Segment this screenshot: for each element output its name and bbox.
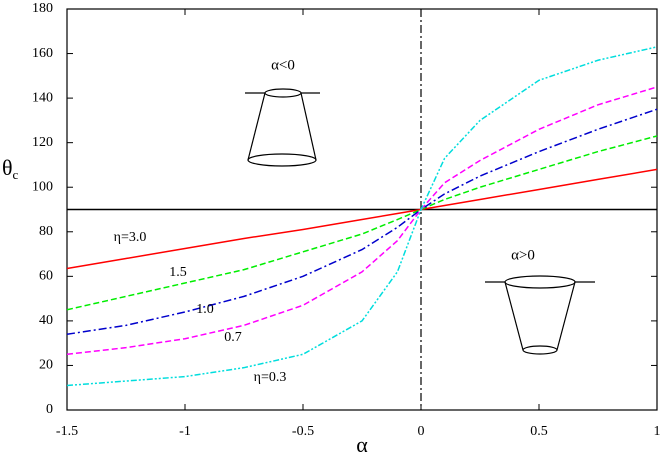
x-tick-label: 0 xyxy=(418,424,425,439)
annotation: α<0 xyxy=(271,57,295,73)
y-tick-label: 180 xyxy=(32,1,53,16)
series-line xyxy=(66,46,658,387)
series-label: 0.7 xyxy=(224,330,242,345)
annotation: α>0 xyxy=(511,247,535,263)
y-tick-label: 0 xyxy=(46,402,53,417)
x-tick-label: 1 xyxy=(654,424,661,439)
series-label: 1.5 xyxy=(169,265,187,280)
y-axis-label-main: θ xyxy=(2,155,13,180)
cone-lower xyxy=(485,275,595,355)
y-tick-label: 60 xyxy=(39,269,53,284)
y-axis-label: θc xyxy=(2,155,19,182)
series-line xyxy=(66,86,658,356)
y-axis-label-sub: c xyxy=(13,167,19,182)
y-tick-label: 160 xyxy=(32,46,53,61)
x-axis-label: α xyxy=(356,432,368,457)
series-label: η=3.0 xyxy=(114,230,147,245)
y-tick-label: 40 xyxy=(39,313,53,328)
series-line xyxy=(66,168,658,270)
series-line xyxy=(66,108,658,335)
series-line xyxy=(66,135,658,311)
y-tick-label: 140 xyxy=(32,90,53,105)
x-tick-label: -1.5 xyxy=(56,424,78,439)
y-tick-label: 80 xyxy=(39,224,53,239)
y-tick-label: 120 xyxy=(32,135,53,150)
y-tick-label: 20 xyxy=(39,358,53,373)
series-label: η=0.3 xyxy=(254,370,287,385)
x-tick-label: 0.5 xyxy=(530,424,548,439)
cone-upper xyxy=(245,88,320,167)
series-label: 1.0 xyxy=(196,302,214,317)
x-tick-label: -1 xyxy=(179,424,191,439)
x-tick-label: -0.5 xyxy=(292,424,314,439)
y-tick-label: 100 xyxy=(32,179,53,194)
